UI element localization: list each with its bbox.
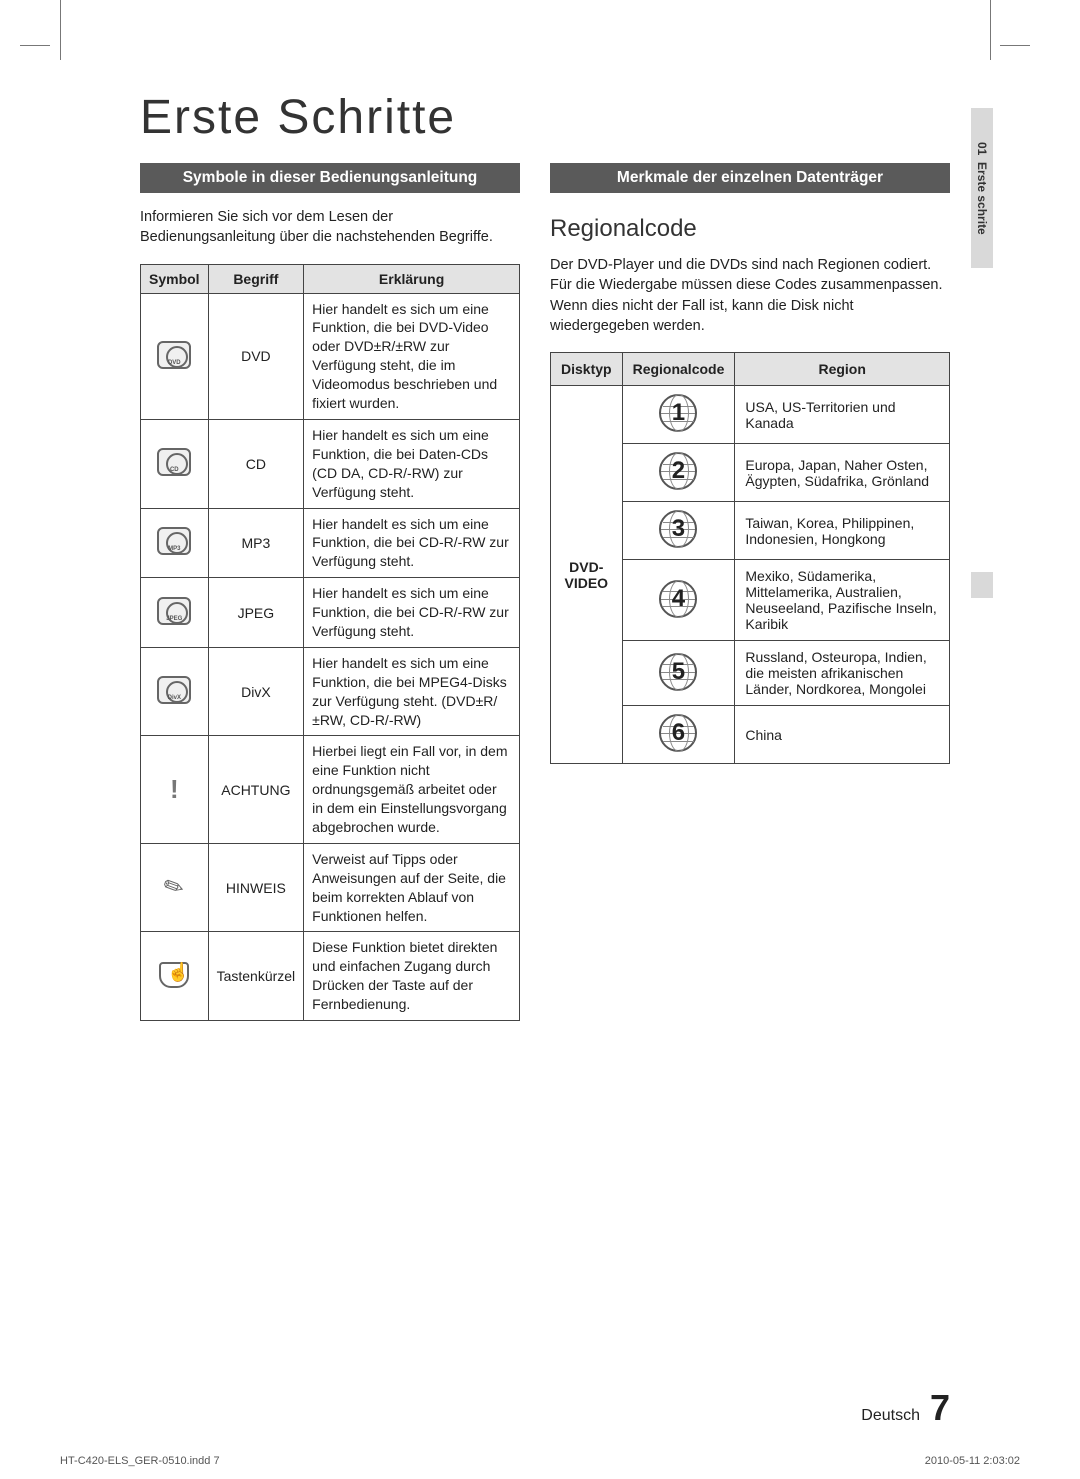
intro-text-right: Der DVD-Player und die DVDs sind nach Re…	[550, 255, 950, 336]
region-cell: Russland, Osteuropa, Indien, die meisten…	[735, 641, 950, 706]
crop-marks	[0, 0, 1080, 70]
symbol-cell: CD	[141, 419, 209, 508]
regioncode-cell: 2	[622, 444, 735, 502]
th-region: Region	[735, 353, 950, 386]
side-tab: 01 Erste schrite	[971, 108, 995, 602]
term-cell: DivX	[208, 647, 304, 736]
table-row: MP3MP3Hier handelt es sich um eine Funkt…	[141, 508, 520, 578]
region-cell: China	[735, 706, 950, 764]
symbol-cell: DVD	[141, 293, 209, 419]
disktype-cell: DVD-VIDEO	[551, 386, 623, 764]
globe-icon: 6	[659, 714, 697, 752]
symbols-table: Symbol Begriff Erklärung DVDDVDHier hand…	[140, 264, 520, 1021]
note-icon: ✎	[159, 870, 189, 905]
table-row: DVD-VIDEO1USA, US-Territorien und Kanada	[551, 386, 950, 444]
table-row: DivXDivXHier handelt es sich um eine Fun…	[141, 647, 520, 736]
explanation-cell: Hier handelt es sich um eine Funktion, d…	[304, 578, 520, 648]
symbol-cell: ✎	[141, 843, 209, 932]
disc-icon: MP3	[157, 527, 191, 555]
regionalcode-heading: Regionalcode	[550, 215, 950, 243]
page-title: Erste Schritte	[140, 90, 950, 145]
region-cell: Europa, Japan, Naher Osten, Ägypten, Süd…	[735, 444, 950, 502]
symbol-cell: JPEG	[141, 578, 209, 648]
side-tab-chapter: 01 Erste schrite	[971, 108, 993, 268]
regioncode-cell: 6	[622, 706, 735, 764]
region-table: Disktyp Regionalcode Region DVD-VIDEO 1 US…	[550, 352, 950, 764]
print-footer: HT-C420-ELS_GER-0510.indd 7 2010-05-11 2…	[60, 1455, 1020, 1467]
symbol-cell	[141, 932, 209, 1021]
term-cell: Tastenkürzel	[208, 932, 304, 1021]
disc-icon: JPEG	[157, 597, 191, 625]
explanation-cell: Hier handelt es sich um eine Funktion, d…	[304, 419, 520, 508]
explanation-cell: Hier handelt es sich um eine Funktion, d…	[304, 293, 520, 419]
globe-icon: 4	[659, 580, 697, 618]
explanation-cell: Diese Funktion bietet direkten und einfa…	[304, 932, 520, 1021]
footer-language: Deutsch	[861, 1407, 920, 1425]
explanation-cell: Hier handelt es sich um eine Funktion, d…	[304, 508, 520, 578]
region-cell: USA, US-Territorien und Kanada	[735, 386, 950, 444]
th-term: Begriff	[208, 264, 304, 293]
explanation-cell: Hierbei liegt ein Fall vor, in dem eine …	[304, 736, 520, 843]
term-cell: HINWEIS	[208, 843, 304, 932]
table-row: TastenkürzelDiese Funktion bietet direkt…	[141, 932, 520, 1021]
caution-icon: !	[170, 774, 179, 805]
section-bar-symbols: Symbole in dieser Bedienungsanleitung	[140, 163, 520, 193]
globe-icon: 1	[659, 394, 697, 432]
term-cell: DVD	[208, 293, 304, 419]
regioncode-cell: 5	[622, 641, 735, 706]
region-cell: Mexiko, Südamerika, Mittelamerika, Austr…	[735, 560, 950, 641]
shortcut-icon	[159, 962, 189, 988]
th-explanation: Erklärung	[304, 264, 520, 293]
table-row: ✎ HINWEISVerweist auf Tipps oder Anweisun…	[141, 843, 520, 932]
regioncode-cell: 4	[622, 560, 735, 641]
region-cell: Taiwan, Korea, Philippinen, Indonesien, …	[735, 502, 950, 560]
term-cell: MP3	[208, 508, 304, 578]
table-row: DVDDVDHier handelt es sich um eine Funkt…	[141, 293, 520, 419]
print-timestamp: 2010-05-11 2:03:02	[925, 1455, 1020, 1467]
regioncode-cell: 3	[622, 502, 735, 560]
th-disktype: Disktyp	[551, 353, 623, 386]
term-cell: CD	[208, 419, 304, 508]
table-row: ! ACHTUNGHierbei liegt ein Fall vor, in d…	[141, 736, 520, 843]
page-content: Erste Schritte Symbole in dieser Bedienu…	[140, 90, 950, 1021]
th-symbol: Symbol	[141, 264, 209, 293]
symbol-cell: !	[141, 736, 209, 843]
explanation-cell: Hier handelt es sich um eine Funktion, d…	[304, 647, 520, 736]
symbol-cell: DivX	[141, 647, 209, 736]
globe-icon: 5	[659, 653, 697, 691]
table-row: JPEGJPEGHier handelt es sich um eine Fun…	[141, 578, 520, 648]
footer-page-number: 7	[930, 1387, 950, 1429]
page-footer: Deutsch 7	[140, 1387, 950, 1429]
symbol-cell: MP3	[141, 508, 209, 578]
print-file: HT-C420-ELS_GER-0510.indd 7	[60, 1455, 220, 1467]
disc-icon: DivX	[157, 676, 191, 704]
th-regioncode: Regionalcode	[622, 353, 735, 386]
right-column: Merkmale der einzelnen Datenträger Regio…	[550, 163, 950, 1021]
globe-icon: 3	[659, 510, 697, 548]
regioncode-cell: 1	[622, 386, 735, 444]
explanation-cell: Verweist auf Tipps oder Anweisungen auf …	[304, 843, 520, 932]
table-row: CDCDHier handelt es sich um eine Funktio…	[141, 419, 520, 508]
left-column: Symbole in dieser Bedienungsanleitung In…	[140, 163, 520, 1021]
term-cell: JPEG	[208, 578, 304, 648]
term-cell: ACHTUNG	[208, 736, 304, 843]
disc-icon: CD	[157, 448, 191, 476]
intro-text-left: Informieren Sie sich vor dem Lesen der B…	[140, 207, 520, 248]
disc-icon: DVD	[157, 341, 191, 369]
section-bar-media: Merkmale der einzelnen Datenträger	[550, 163, 950, 193]
globe-icon: 2	[659, 452, 697, 490]
